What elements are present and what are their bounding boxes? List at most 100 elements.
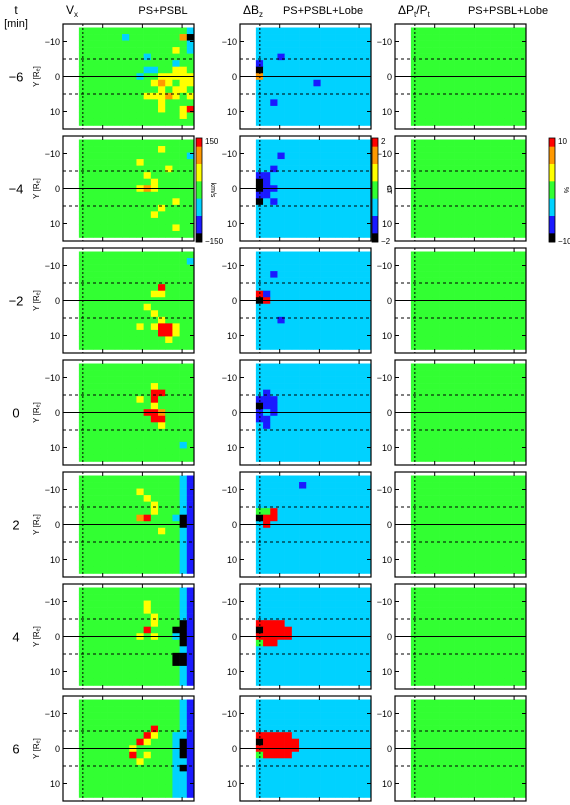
heatmap-cell — [129, 34, 137, 41]
heatmap-cell — [342, 495, 350, 502]
heatmap-cell — [342, 482, 350, 489]
heatmap-cell — [313, 594, 321, 601]
heatmap-cell — [335, 47, 343, 54]
heatmap-cell — [172, 719, 180, 726]
heatmap-cell — [468, 323, 476, 331]
heatmap-cell — [100, 777, 108, 785]
heatmap-cell — [327, 422, 336, 430]
heatmap-cell — [313, 370, 321, 377]
heatmap-cell — [497, 659, 505, 667]
heatmap-cell — [150, 316, 159, 324]
heatmap-cell — [100, 553, 108, 561]
heatmap-cell — [129, 53, 137, 61]
heatmap-cell — [432, 139, 440, 147]
heatmap-cell — [446, 271, 455, 278]
heatmap-cell — [122, 376, 130, 384]
heatmap-cell — [475, 60, 484, 67]
heatmap-cell — [475, 482, 484, 489]
heatmap-cell — [418, 34, 426, 41]
heatmap-cell — [410, 211, 419, 219]
heatmap-cell — [186, 613, 195, 621]
heatmap-cell — [107, 53, 116, 61]
heatmap-cell — [432, 258, 440, 265]
heatmap-cell — [270, 566, 278, 574]
heatmap-cell — [418, 40, 426, 48]
heatmap-cell — [410, 363, 419, 371]
heatmap-cell — [299, 587, 307, 595]
heatmap-cell — [497, 290, 505, 298]
heatmap-cell — [158, 198, 166, 206]
heatmap-cell — [335, 165, 343, 173]
heatmap-cell — [475, 139, 484, 147]
heatmap-cell — [446, 534, 455, 542]
heatmap-cell — [165, 66, 173, 74]
heatmap-cell — [482, 310, 491, 318]
heatmap-cell — [349, 600, 357, 608]
heatmap-cell — [100, 699, 108, 707]
heatmap-cell — [143, 482, 152, 489]
heatmap-cell — [327, 198, 336, 206]
heatmap-cell — [320, 316, 329, 324]
heatmap-cell — [454, 323, 462, 331]
heatmap-cell — [291, 86, 300, 94]
heatmap-cell — [277, 92, 285, 100]
heatmap-cell — [410, 172, 419, 179]
heatmap-cell — [454, 560, 462, 568]
heatmap-cell — [114, 534, 123, 542]
heatmap-cell — [263, 396, 271, 403]
heatmap-cell — [518, 659, 527, 667]
heatmap-cell — [306, 159, 314, 166]
heatmap-cell — [497, 508, 505, 515]
heatmap-cell — [356, 86, 365, 94]
heatmap-cell — [313, 271, 321, 278]
heatmap-cell — [255, 363, 264, 371]
heatmap-cell — [165, 613, 173, 621]
y-tick-label: −10 — [45, 485, 60, 495]
heatmap-cell — [270, 60, 278, 67]
heatmap-cell — [446, 566, 455, 574]
heatmap-cell — [263, 284, 271, 291]
heatmap-cell — [263, 290, 271, 298]
heatmap-cell — [425, 40, 433, 48]
heatmap-cell — [475, 540, 484, 548]
heatmap-cell — [122, 620, 130, 627]
y-tick-label: 10 — [50, 331, 60, 341]
heatmap-cell — [446, 310, 455, 318]
heatmap-cell — [425, 34, 433, 41]
heatmap-cell — [100, 613, 108, 621]
heatmap-cell — [129, 152, 137, 160]
heatmap-cell — [255, 508, 264, 515]
heatmap-cell — [143, 758, 152, 766]
heatmap-cell — [291, 329, 300, 337]
heatmap-cell — [107, 646, 116, 654]
heatmap-cell — [356, 316, 365, 324]
heatmap-cell — [418, 508, 426, 515]
heatmap-cell — [497, 475, 505, 483]
heatmap-cell — [136, 501, 144, 509]
heatmap-cell — [136, 764, 144, 772]
heatmap-cell — [136, 323, 144, 331]
heatmap-cell — [475, 488, 484, 496]
heatmap-cell — [313, 79, 321, 87]
heatmap-cell — [100, 191, 108, 199]
heatmap-cell — [418, 264, 426, 272]
heatmap-cell — [291, 27, 300, 35]
heatmap-cell — [179, 34, 188, 41]
heatmap-cell — [107, 600, 116, 608]
heatmap-cell — [136, 290, 144, 298]
column-subscript: x — [74, 10, 78, 19]
heatmap-cell — [490, 488, 498, 496]
heatmap-cell — [100, 271, 108, 278]
heatmap-cell — [504, 678, 512, 686]
heatmap-cell — [136, 428, 144, 436]
heatmap-cell — [497, 370, 505, 377]
heatmap-cell — [270, 342, 278, 350]
heatmap-cell — [93, 488, 101, 496]
heatmap-cell — [107, 370, 116, 377]
heatmap-cell — [461, 191, 469, 199]
heatmap-cell — [277, 383, 285, 390]
heatmap-cell — [342, 316, 350, 324]
heatmap-cell — [129, 732, 137, 739]
